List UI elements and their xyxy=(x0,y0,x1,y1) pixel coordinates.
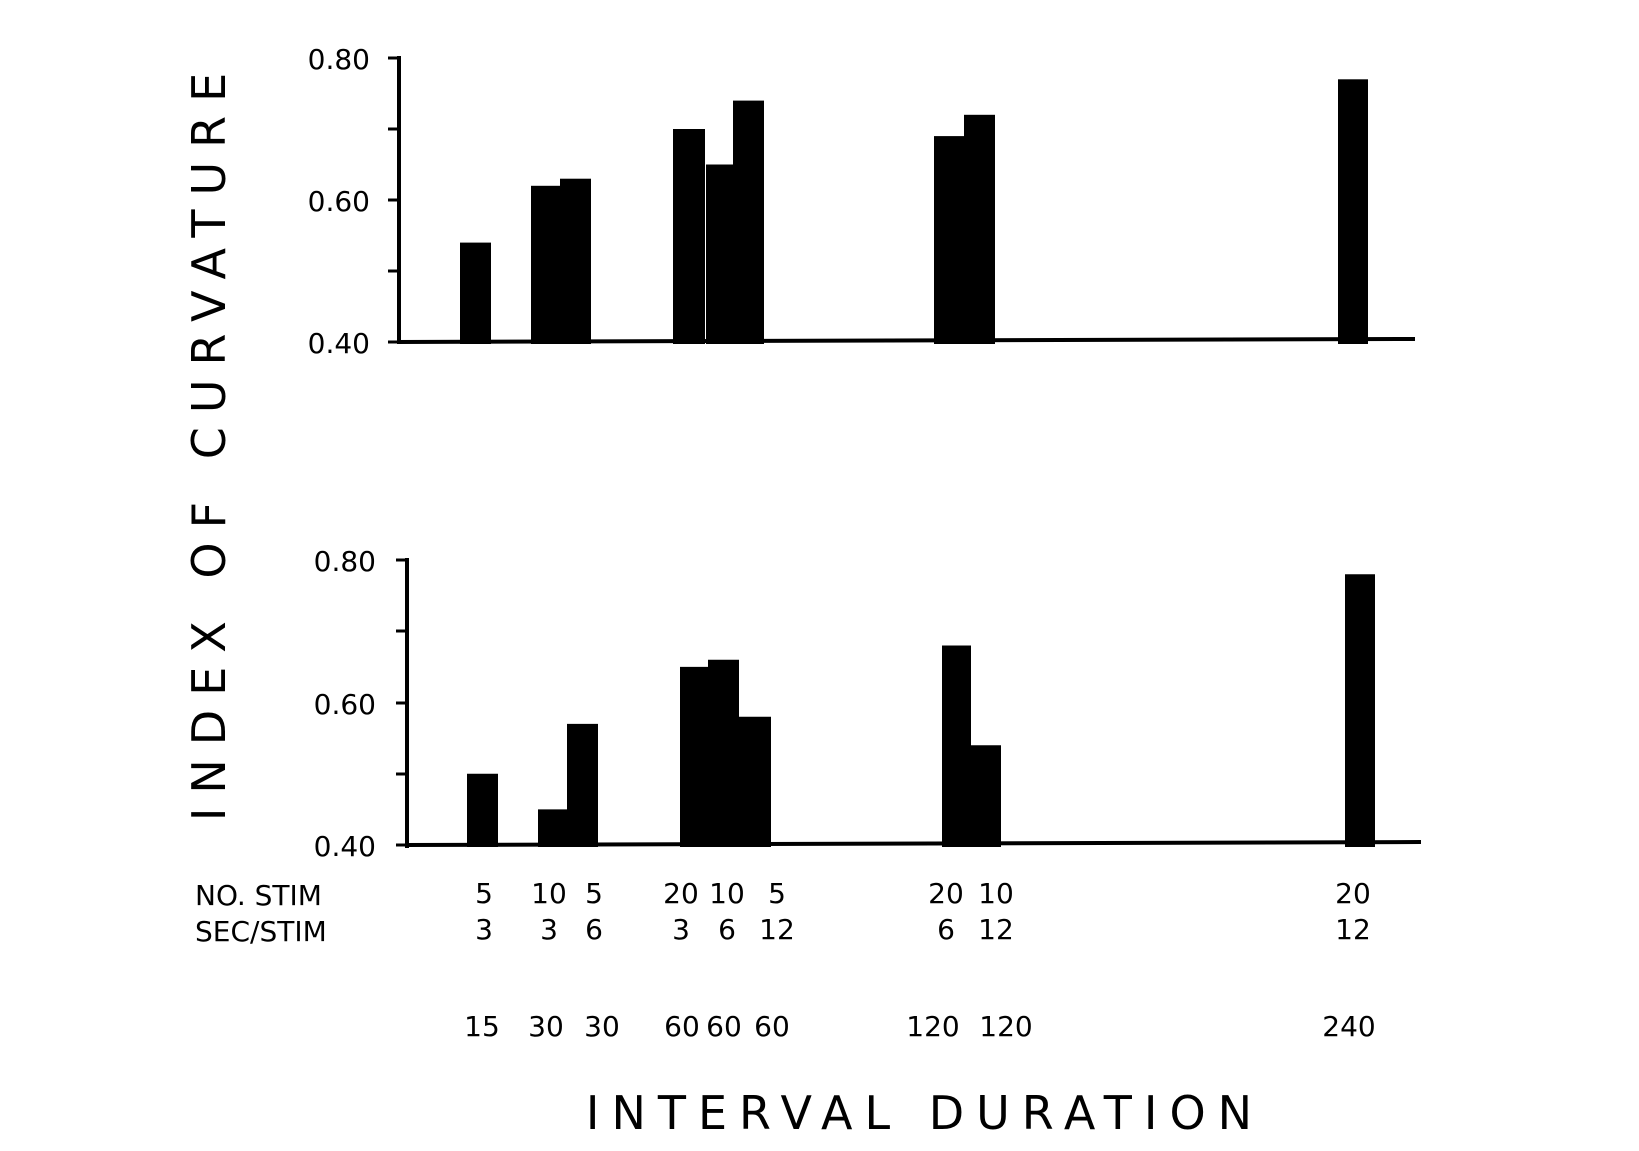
duration-value-8: 120 xyxy=(979,1010,1032,1043)
sec-stim-value-3: 6 xyxy=(585,913,603,946)
sec-stim-value-5: 6 xyxy=(718,913,736,946)
sec-stim-row-label: SEC/STIM xyxy=(195,915,327,948)
top-bar-5 xyxy=(706,164,733,344)
bottom-bar-1 xyxy=(467,773,498,847)
bottom-panel: 0.80 0.60 0.40 xyxy=(314,545,1422,863)
top-bar-3 xyxy=(560,178,591,344)
top-bar-7 xyxy=(934,136,964,344)
no-stim-value-2: 10 xyxy=(531,877,567,910)
top-bars xyxy=(460,79,1368,345)
no-stim-value-1: 5 xyxy=(475,877,493,910)
sec-stim-value-4: 3 xyxy=(672,913,690,946)
bottom-bar-4 xyxy=(680,666,708,847)
top-panel: 0.80 0.60 0.40 xyxy=(308,43,1416,360)
top-bar-2 xyxy=(531,185,560,344)
bottom-bar-8 xyxy=(970,745,1001,847)
sec-stim-value-7: 6 xyxy=(937,913,955,946)
sec-stim-value-2: 3 xyxy=(540,913,558,946)
bottom-bar-9 xyxy=(1345,574,1375,847)
sec-stim-value-6: 12 xyxy=(759,913,795,946)
bottom-bar-2 xyxy=(538,809,567,847)
top-bar-9 xyxy=(1338,79,1368,345)
x-axis-title: INTERVAL DURATION xyxy=(586,1086,1264,1140)
bottom-bar-6 xyxy=(739,716,771,847)
sec-stim-value-9: 12 xyxy=(1335,913,1371,946)
bottom-ytick-label-060: 0.60 xyxy=(314,688,376,721)
sec-stim-value-8: 12 xyxy=(978,913,1014,946)
bottom-bar-7 xyxy=(942,645,971,847)
duration-value-2: 30 xyxy=(528,1010,564,1043)
duration-value-6: 60 xyxy=(754,1010,790,1043)
no-stim-value-6: 5 xyxy=(768,877,786,910)
duration-value-7: 120 xyxy=(906,1010,959,1043)
no-stim-value-9: 20 xyxy=(1335,877,1371,910)
bottom-ytick-label-040: 0.40 xyxy=(314,830,376,863)
no-stim-row-label: NO. STIM xyxy=(195,879,322,912)
no-stim-value-4: 20 xyxy=(663,877,699,910)
duration-value-4: 60 xyxy=(664,1010,700,1043)
sec-stim-value-1: 3 xyxy=(475,913,493,946)
top-bar-4 xyxy=(673,129,705,344)
no-stim-value-8: 10 xyxy=(978,877,1014,910)
no-stim-value-7: 20 xyxy=(928,877,964,910)
bottom-bar-3 xyxy=(567,723,598,847)
duration-value-9: 240 xyxy=(1322,1010,1375,1043)
bottom-bar-5 xyxy=(708,659,739,847)
top-ytick-label-060: 0.60 xyxy=(308,185,370,218)
duration-value-1: 15 xyxy=(464,1010,500,1043)
top-ytick-label-080: 0.80 xyxy=(308,43,370,76)
duration-value-3: 30 xyxy=(584,1010,620,1043)
bottom-ytick-label-080: 0.80 xyxy=(314,545,376,578)
y-axis-title: INDEX OF CURVATURE xyxy=(182,59,236,821)
no-stim-value-5: 10 xyxy=(709,877,745,910)
top-bar-6 xyxy=(733,100,764,344)
duration-value-5: 60 xyxy=(706,1010,742,1043)
top-bar-1 xyxy=(460,242,491,344)
top-bar-8 xyxy=(964,114,995,344)
top-ytick-label-040: 0.40 xyxy=(308,327,370,360)
bottom-bars xyxy=(467,574,1375,847)
no-stim-value-3: 5 xyxy=(585,877,603,910)
